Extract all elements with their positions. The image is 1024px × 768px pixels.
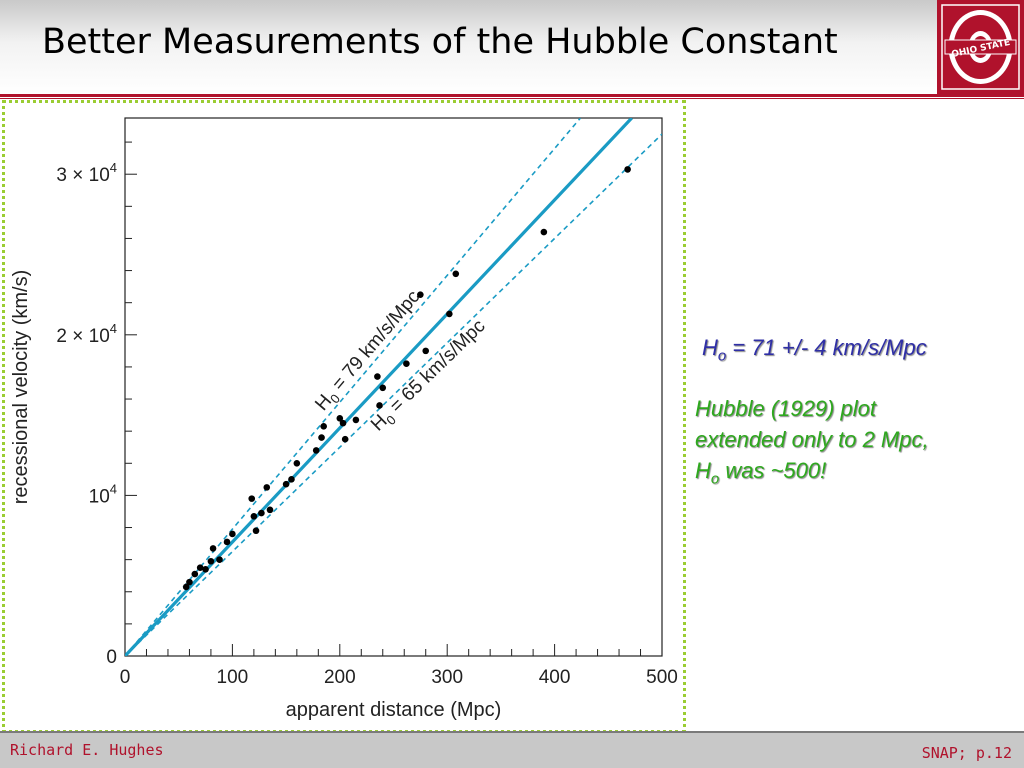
data-point (318, 434, 325, 441)
note-h-subscript: o (710, 470, 720, 488)
data-point (248, 495, 256, 502)
slide-header: Better Measurements of the Hubble Consta… (0, 0, 1024, 94)
data-point (403, 360, 410, 368)
data-point (250, 512, 258, 520)
x-tick-label: 400 (539, 667, 571, 688)
note-h-value: was ~500! (719, 458, 827, 483)
note-line-3: Ho was ~500! (695, 455, 1015, 494)
data-point (266, 506, 274, 514)
data-point (452, 270, 460, 278)
plot-area-border (124, 117, 663, 657)
note-line-1: Hubble (1929) plot (695, 396, 877, 421)
y-axis-label: recessional velocity (km/s) (10, 270, 32, 505)
header-rule-thin (0, 98, 1024, 99)
data-point (191, 570, 199, 578)
hubble-1929-note: Hubble (1929) plot extended only to 2 Mp… (695, 393, 1015, 494)
x-tick-label: 200 (324, 667, 356, 688)
h0-subscript: o (717, 347, 727, 365)
data-point (374, 373, 381, 380)
data-point (207, 557, 215, 565)
data-point (352, 416, 360, 424)
data-point (312, 447, 320, 454)
x-tick-label: 500 (646, 667, 678, 688)
data-point (293, 459, 301, 467)
ohio-state-logo: OHIO STATE (937, 0, 1024, 94)
data-point (540, 228, 548, 236)
data-point (209, 545, 217, 552)
data-point (252, 527, 260, 535)
hubble-plot: 0 100 200 300 400 500 0 104 2 × 104 3 × 104 appare… (10, 117, 678, 721)
y-tick-label: 104 (89, 481, 117, 507)
x-tick-label: 0 (120, 667, 131, 688)
data-point (229, 530, 236, 538)
data-point (202, 565, 209, 573)
h0-symbol: H (702, 335, 718, 360)
data-point (339, 419, 347, 427)
data-point (223, 538, 231, 546)
data-point (196, 564, 204, 571)
y-tick-label: 2 × 104 (56, 321, 117, 347)
data-point (376, 402, 383, 409)
note-line-2: extended only to 2 Mpc, (695, 427, 929, 452)
data-point (216, 556, 223, 563)
footer-page-number: SNAP; p.12 (921, 744, 1012, 762)
y-tick-label: 0 (106, 647, 117, 668)
data-point (341, 435, 349, 443)
data-point (417, 291, 424, 298)
h0-value: = 71 +/- 4 km/s/Mpc (726, 335, 927, 360)
hubble-constant-text: Ho = 71 +/- 4 km/s/Mpc (702, 332, 927, 371)
y-tick-label: 3 × 104 (56, 160, 117, 186)
x-axis-label: apparent distance (Mpc) (286, 699, 502, 721)
data-point (624, 166, 631, 173)
data-point (379, 384, 387, 392)
data-point (182, 583, 190, 591)
data-point (446, 310, 453, 318)
data-point (422, 347, 430, 355)
slide-footer: Richard E. Hughes SNAP; p.12 (0, 731, 1024, 768)
data-point (288, 476, 295, 483)
slide-title: Better Measurements of the Hubble Consta… (42, 22, 838, 62)
x-tick-label: 300 (431, 667, 463, 688)
data-point (186, 578, 193, 586)
data-point (258, 509, 265, 517)
note-h-symbol: H (695, 458, 711, 483)
footer-author: Richard E. Hughes (10, 741, 164, 759)
plot-frame: 0 100 200 300 400 500 0 104 2 × 104 3 × 104 appare… (2, 100, 686, 733)
solid-fit-line (125, 118, 633, 656)
data-point (336, 415, 344, 422)
data-point (320, 423, 327, 430)
x-tick-label: 100 (217, 667, 249, 688)
data-point (263, 484, 271, 491)
data-point (282, 480, 290, 488)
dashed-fit-line-65 (125, 133, 662, 656)
header-rule (0, 94, 1024, 97)
